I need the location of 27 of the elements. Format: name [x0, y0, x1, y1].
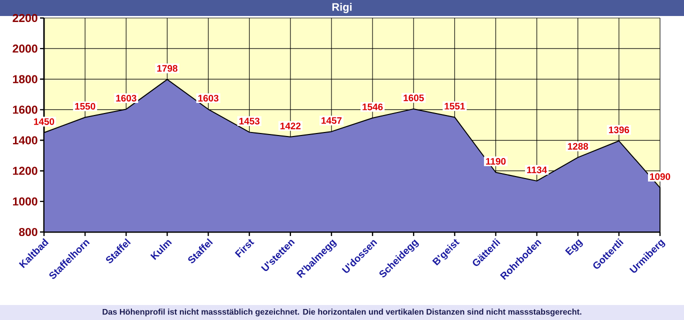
- chart-title: Rigi: [332, 2, 352, 14]
- data-label: 1798: [157, 65, 178, 72]
- y-tick-label: 2000: [12, 44, 38, 53]
- y-tick-label: 1000: [13, 197, 38, 206]
- y-tick-label: 800: [19, 228, 38, 236]
- data-label: 1134: [527, 166, 548, 174]
- y-tick-label: 1400: [13, 136, 38, 144]
- data-label: 1422: [280, 122, 301, 130]
- data-label: 1453: [239, 118, 260, 124]
- y-tick-label: 1800: [13, 75, 38, 84]
- data-label: 1605: [404, 94, 424, 102]
- data-label: 1550: [75, 102, 96, 110]
- y-tick-label: 2200: [12, 14, 38, 22]
- x-tick-label: Egg: [565, 239, 583, 256]
- data-label: 1288: [568, 143, 588, 150]
- data-label: 1603: [198, 94, 218, 102]
- y-tick-label: 1200: [13, 166, 38, 175]
- data-label: 1450: [34, 118, 54, 125]
- data-label: 1551: [444, 102, 465, 110]
- data-label: 1190: [486, 158, 506, 165]
- text: Das Höhenprofil ist nicht massstäblich gezeichnet. Die horizontalen und vertikalen Distanzen sind nicht massstabsgerecht.: [102, 308, 582, 316]
- data-label: 1603: [116, 94, 136, 102]
- data-label: 1546: [362, 104, 383, 110]
- y-tick-label: 1600: [13, 106, 38, 114]
- data-label: 1457: [322, 117, 342, 124]
- data-label: 1396: [609, 126, 630, 134]
- data-label: 1090: [650, 173, 670, 180]
